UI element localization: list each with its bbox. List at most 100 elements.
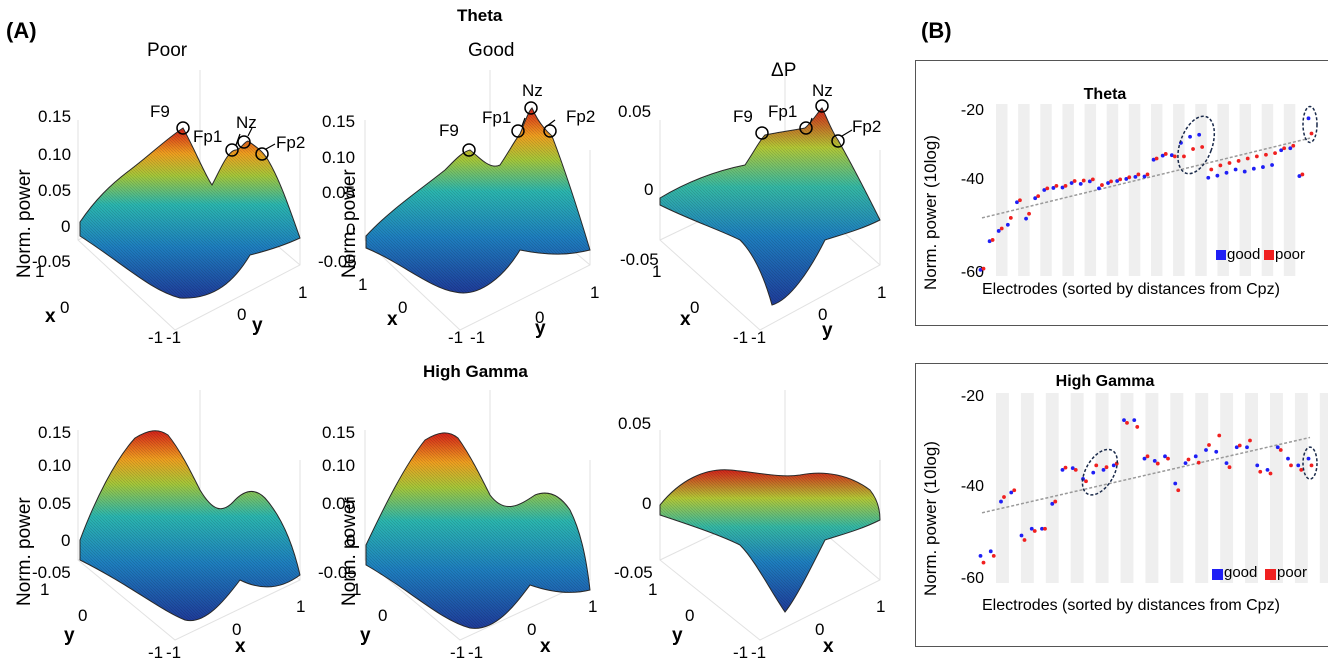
data-point-poor xyxy=(1008,215,1013,220)
tick: 0 xyxy=(232,620,242,639)
electrode-band xyxy=(1020,393,1034,583)
tick: 0 xyxy=(535,308,545,327)
ztick: -0.05 xyxy=(32,563,71,582)
data-point-good xyxy=(1033,196,1038,201)
gamma-legend-good-swatch xyxy=(1212,569,1223,580)
ztick: 0.10 xyxy=(38,456,72,475)
ztick: 0.05 xyxy=(38,181,72,200)
data-point-good xyxy=(1115,179,1120,183)
data-point-poor xyxy=(1104,465,1109,470)
data-point-poor xyxy=(1176,488,1181,493)
data-point-good xyxy=(1111,463,1116,468)
data-point-good xyxy=(996,229,1001,233)
marker-theta-poor-nz xyxy=(237,135,251,149)
data-point-good xyxy=(1005,222,1010,227)
theta-row-title: Theta xyxy=(457,6,503,25)
theta-legend-poor-label: poor xyxy=(1275,246,1306,263)
electrode-band xyxy=(1261,104,1274,276)
ztick: 0.10 xyxy=(322,148,356,167)
ztick: 0.15 xyxy=(322,112,356,131)
gamma-scatter-xlabel: Electrodes (sorted by distances from Cpz… xyxy=(982,597,1280,614)
gamma-ytick: -60 xyxy=(960,570,984,587)
theta-ytick: -20 xyxy=(960,102,984,119)
label-theta-poor-f9: F9 xyxy=(150,102,170,121)
tick: 0 xyxy=(818,305,828,324)
electrode-band xyxy=(1170,393,1184,583)
tick: 0 xyxy=(690,298,700,317)
data-point-good xyxy=(1193,454,1198,459)
data-point-poor xyxy=(1163,152,1168,156)
marker-theta-dp-fp2 xyxy=(831,134,845,148)
data-point-good xyxy=(1142,456,1147,461)
panel-a-letter: (A) xyxy=(6,18,37,43)
ztick: 0.15 xyxy=(38,107,72,126)
surface-theta-poor xyxy=(79,127,301,299)
data-point-poor xyxy=(1186,457,1191,462)
data-point-good xyxy=(1009,490,1014,495)
data-point-poor xyxy=(1135,425,1140,429)
electrode-band xyxy=(1195,104,1207,276)
data-point-poor xyxy=(1054,184,1059,188)
data-point-good xyxy=(1024,216,1028,221)
highlight-ellipse xyxy=(1302,105,1318,144)
marker-theta-good-nz xyxy=(524,101,538,115)
theta-scatter-xlabel: Electrodes (sorted by distances from Cpz… xyxy=(982,281,1280,298)
tick: 0 xyxy=(815,620,825,639)
ztick: 0.10 xyxy=(322,456,356,475)
electrode-band xyxy=(1239,104,1252,276)
trend-line xyxy=(981,137,1311,219)
data-point-poor xyxy=(1022,538,1027,542)
data-point-poor xyxy=(1200,145,1205,149)
axis-x: x xyxy=(823,636,834,657)
tick: 0 xyxy=(78,606,88,625)
data-point-poor xyxy=(1100,183,1104,187)
ztick: -0.05 xyxy=(620,250,659,269)
gamma-row-title: High Gamma xyxy=(423,362,528,381)
data-point-poor xyxy=(1073,468,1078,472)
data-point-poor xyxy=(1053,499,1058,504)
panel-b-letter: (B) xyxy=(921,18,952,43)
data-point-poor xyxy=(1063,465,1068,470)
tick: -1 xyxy=(733,328,749,347)
data-point-good xyxy=(978,553,983,558)
electrode-band xyxy=(1245,393,1258,583)
axis-y: y xyxy=(360,625,371,646)
data-point-poor xyxy=(1012,488,1017,493)
data-point-good xyxy=(1296,463,1301,468)
tick: -1 xyxy=(166,643,182,662)
data-point-good xyxy=(1163,454,1167,459)
data-point-good xyxy=(1288,146,1293,151)
electrode-band xyxy=(1120,393,1134,583)
surface-gamma-good xyxy=(365,432,591,629)
ztick: -0.05 xyxy=(614,563,653,582)
data-point-poor xyxy=(1032,529,1037,533)
data-point-poor xyxy=(1196,460,1201,465)
label-theta-good-fp2: Fp2 xyxy=(566,107,596,126)
marker-theta-good-fp2 xyxy=(543,124,557,138)
data-point-good xyxy=(1051,186,1056,190)
ztick: 0.05 xyxy=(38,494,72,513)
tick: 1 xyxy=(652,262,662,281)
data-point-poor xyxy=(1002,495,1006,499)
theta-scatter-plot xyxy=(978,104,1318,276)
data-point-poor xyxy=(1084,479,1088,484)
data-point-good xyxy=(1245,445,1249,450)
data-point-good xyxy=(1142,174,1147,179)
trend-line xyxy=(981,436,1311,514)
surface-gamma-dp xyxy=(659,469,881,613)
gamma-scatter-title: High Gamma xyxy=(1055,373,1155,390)
data-point-poor xyxy=(1036,194,1041,199)
data-point-poor xyxy=(1264,152,1268,157)
data-point-poor xyxy=(1289,463,1293,468)
data-point-poor xyxy=(1227,161,1232,165)
data-point-good xyxy=(1087,179,1092,184)
data-point-good xyxy=(1069,181,1074,185)
electrode-band xyxy=(1045,393,1059,583)
surface-gamma-poor xyxy=(79,430,301,622)
data-point-poor xyxy=(1145,454,1150,459)
axis-y: y xyxy=(64,625,75,646)
ztick: 0 xyxy=(61,217,71,236)
axis-x: x xyxy=(387,309,398,330)
marker-theta-good-f9 xyxy=(462,143,476,157)
data-point-good xyxy=(1173,481,1178,486)
